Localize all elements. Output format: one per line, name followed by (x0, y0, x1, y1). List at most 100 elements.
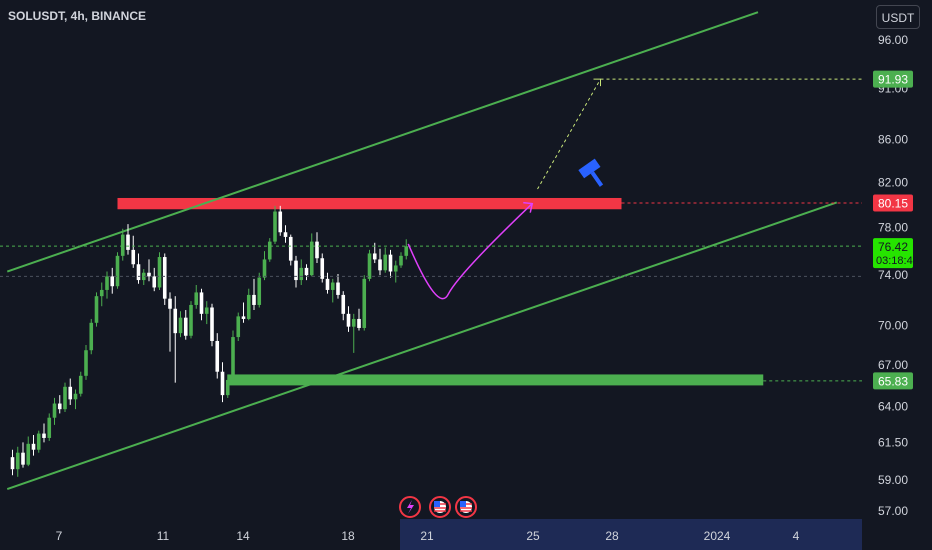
candle-body (294, 260, 298, 281)
candle-body (362, 278, 367, 328)
gavel-handle (590, 171, 604, 187)
us-flag-event-icon (455, 496, 477, 518)
candle-body (105, 276, 109, 290)
support-zone (227, 374, 764, 386)
candle-body (283, 232, 288, 237)
candle-body (131, 249, 136, 265)
resistance-zone (117, 197, 622, 210)
candle-body (26, 443, 31, 465)
candle-body (199, 292, 204, 314)
candle-body (141, 272, 146, 281)
candle-body (309, 241, 314, 276)
candle-body (383, 254, 388, 271)
price-tag-bg (873, 372, 913, 390)
price-tag-label: 65.83 (878, 374, 908, 388)
candle-body (225, 379, 230, 396)
candle-body (304, 267, 309, 276)
x-tick-label: 4 (793, 529, 800, 543)
target-arrowhead (593, 78, 601, 87)
x-tick-label: 21 (420, 529, 434, 543)
candle-body (78, 375, 83, 394)
candle-body (346, 313, 351, 327)
price-tag-bg (873, 70, 913, 88)
candle-body (99, 289, 104, 297)
candle-body (341, 294, 346, 314)
y-tick-label: 82.00 (878, 175, 908, 189)
price-tag-bg (873, 194, 913, 212)
x-tick-label: 11 (157, 529, 170, 543)
candle-body (178, 317, 183, 334)
y-tick-label: 86.00 (878, 132, 908, 146)
candle-body (325, 278, 330, 290)
candle-body (194, 292, 199, 305)
price-axis-bg (862, 0, 932, 550)
candle-body (278, 211, 283, 233)
candle-body (147, 272, 151, 277)
candlestick-series (10, 205, 409, 477)
y-tick-label: 67.00 (878, 358, 908, 372)
candle-body (120, 234, 125, 256)
projection-drawings (0, 78, 862, 382)
countdown-label: 03:18:46 (876, 255, 919, 267)
candle-body (236, 316, 241, 338)
candle-body (183, 317, 188, 336)
candle-body (68, 386, 73, 400)
y-tick-label: 96.00 (878, 33, 908, 47)
x-tick-label: 7 (56, 529, 63, 543)
candle-body (52, 403, 57, 418)
candle-body (388, 254, 393, 272)
candle-body (115, 255, 120, 287)
candle-body (42, 433, 46, 438)
candle-body (47, 417, 52, 438)
candle-body (15, 452, 20, 470)
candle-body (215, 341, 220, 372)
candle-body (257, 277, 262, 305)
x-tick-label: 25 (526, 529, 540, 543)
candle-body (273, 211, 277, 242)
candle-body (84, 350, 88, 376)
candle-body (63, 386, 67, 410)
candle-body (262, 259, 267, 278)
candle-body (393, 265, 398, 272)
candle-body (89, 322, 94, 351)
candle-body (367, 253, 372, 279)
candle-body (372, 253, 377, 260)
projection-curve (407, 203, 533, 300)
symbol-title: SOLUSDT, 4h, BINANCE (8, 9, 147, 23)
candle-body (330, 282, 335, 290)
x-tick-label: 28 (605, 529, 619, 543)
candle-body (152, 276, 157, 288)
y-tick-label: 57.00 (878, 504, 908, 518)
price-tag-label: 91.93 (878, 73, 908, 87)
candle-body (399, 255, 403, 266)
x-tick-label: 18 (341, 529, 355, 543)
currency-button[interactable]: USDT (876, 5, 920, 29)
price-tag-label: 80.15 (878, 197, 908, 211)
candle-body (315, 241, 319, 259)
channel-lower-line (6, 201, 838, 491)
candle-body (57, 403, 62, 410)
price-axis: 96.0091.0086.0082.0078.0074.0070.0067.00… (862, 0, 932, 550)
chart-icons (399, 158, 604, 518)
projection-arrowhead (523, 201, 534, 213)
candle-body (189, 304, 193, 336)
candle-body (320, 258, 325, 279)
time-axis: 7 11 14 18 21 25 28 2024 4 (0, 519, 862, 550)
candle-body (336, 282, 340, 295)
trend-channel (6, 11, 838, 491)
flag-canton (434, 501, 440, 507)
candle-body (126, 234, 130, 250)
y-tick-label: 64.00 (878, 399, 908, 413)
candle-body (299, 267, 304, 281)
candle-body (168, 298, 172, 309)
candle-body (357, 318, 361, 328)
candle-body (288, 236, 293, 261)
price-tag-bg (873, 238, 913, 269)
y-tick-label: 74.00 (878, 268, 908, 282)
candle-body (73, 393, 78, 400)
candle-body (110, 276, 115, 287)
candle-body (220, 371, 225, 396)
candle-body (378, 259, 382, 271)
candle-body (267, 241, 272, 260)
